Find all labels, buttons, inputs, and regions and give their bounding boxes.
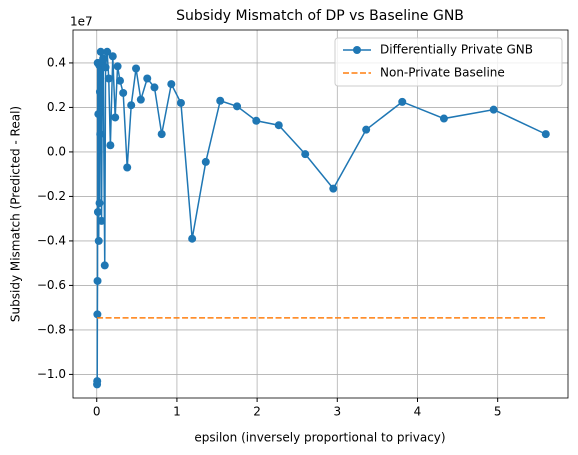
data-point [362, 125, 371, 134]
data-point [103, 47, 112, 56]
data-point [439, 114, 448, 123]
y-tick-label: 0.0 [47, 144, 66, 158]
data-point [97, 216, 106, 225]
y-tick-label: 0.2 [47, 100, 66, 114]
data-point [233, 102, 242, 111]
y-tick-label: −0.4 [37, 233, 66, 247]
y-axis-label: Subsidy Mismatch (Predicted - Real) [9, 106, 23, 322]
data-point [119, 88, 128, 97]
data-point [143, 74, 152, 83]
data-point [329, 184, 338, 193]
data-point [127, 101, 136, 110]
data-point [301, 150, 310, 159]
x-tick-label: 5 [494, 405, 502, 419]
data-point [93, 207, 102, 216]
legend-marker [353, 46, 361, 54]
data-point [93, 377, 102, 386]
chart-title: Subsidy Mismatch of DP vs Baseline GNB [176, 8, 464, 24]
data-point [541, 130, 550, 139]
legend-label: Non-Private Baseline [380, 66, 505, 80]
y-tick-label: 0.4 [47, 55, 66, 69]
data-point [93, 310, 102, 319]
x-tick-label: 4 [414, 405, 422, 419]
data-point [93, 276, 102, 285]
y-offset-label: 1e7 [70, 15, 93, 29]
data-point [113, 62, 122, 71]
series-line [96, 51, 547, 385]
data-point [115, 76, 124, 85]
y-tick-label: −1.0 [37, 367, 66, 381]
data-point [95, 199, 104, 208]
x-tick-label: 2 [253, 405, 261, 419]
data-point [94, 236, 103, 245]
data-point [188, 234, 197, 243]
data-point [216, 96, 225, 105]
data-point [274, 121, 283, 130]
data-point [132, 64, 141, 73]
data-point [123, 163, 132, 172]
data-point [167, 80, 176, 89]
data-point [101, 63, 110, 72]
data-point [96, 47, 105, 56]
y-tick-label: −0.2 [37, 189, 66, 203]
y-tick-label: −0.8 [37, 322, 66, 336]
legend-box [334, 37, 563, 87]
x-tick-label: 3 [333, 405, 341, 419]
data-point [100, 261, 109, 270]
data-point [252, 116, 261, 125]
data-point [201, 157, 210, 166]
y-tick-label: −0.6 [37, 278, 66, 292]
data-point [157, 130, 166, 139]
data-point [111, 113, 120, 122]
legend-label: Differentially Private GNB [380, 43, 533, 57]
data-point [95, 87, 104, 96]
x-axis-label: epsilon (inversely proportional to priva… [194, 431, 445, 445]
data-point [136, 95, 145, 104]
data-point [96, 130, 105, 139]
data-point [150, 83, 159, 92]
x-tick-label: 0 [93, 405, 101, 419]
data-point [398, 97, 407, 106]
data-point [108, 52, 117, 61]
plot-frame [72, 29, 569, 399]
data-point [489, 105, 498, 114]
data-point [94, 110, 103, 119]
data-point [104, 74, 113, 83]
data-point [106, 141, 115, 150]
data-point [176, 98, 185, 107]
x-tick-label: 1 [173, 405, 181, 419]
data-point [99, 54, 108, 63]
